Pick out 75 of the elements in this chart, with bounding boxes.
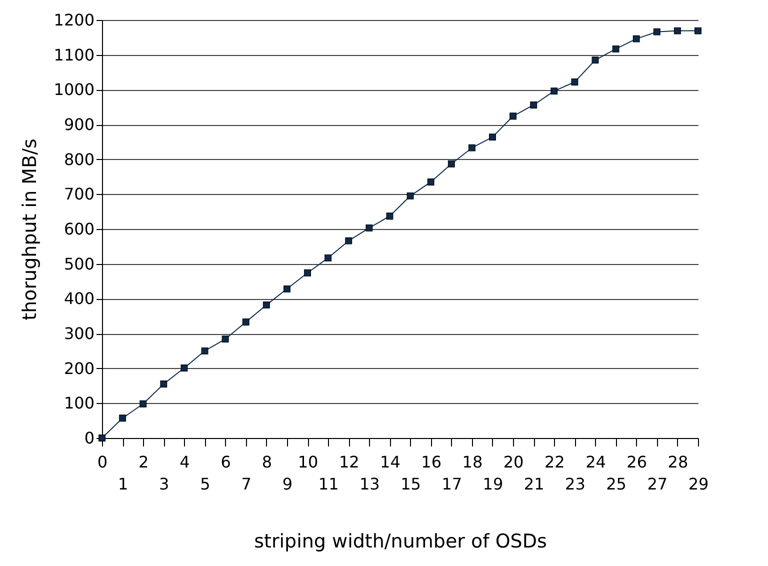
y-tick-label: 1000 (54, 80, 94, 100)
x-tick-label: 16 (421, 452, 442, 472)
point (510, 112, 516, 120)
y-tick-label: 100 (64, 394, 94, 413)
x-tick-label: 21 (524, 474, 544, 494)
x-tick-label: 11 (318, 474, 339, 494)
point (242, 318, 250, 326)
x-tick-label: 3 (159, 474, 170, 494)
x-tick-label: 6 (220, 452, 231, 472)
y-tick-label: 400 (64, 289, 94, 308)
y-tick-label: 0 (84, 428, 94, 448)
point (612, 45, 620, 52)
x-tick-label: 10 (298, 452, 318, 472)
point (386, 212, 394, 220)
x-axis-title: striping width/number of OSDs (254, 530, 547, 552)
point (530, 102, 538, 108)
point (632, 35, 640, 42)
point (406, 192, 414, 200)
point (489, 134, 496, 141)
y-tick-label: 200 (64, 358, 94, 378)
point (284, 285, 290, 292)
point (550, 88, 558, 95)
x-tick-label: 0 (97, 452, 108, 472)
x-tick-label: 4 (180, 452, 190, 472)
y-tick-label: 900 (64, 115, 94, 134)
point (448, 160, 455, 168)
y-tick-label: 600 (64, 220, 94, 238)
point (694, 27, 702, 34)
point (180, 364, 188, 372)
x-tick-label: 20 (503, 452, 524, 472)
x-tick-label: 19 (482, 474, 504, 494)
point (324, 254, 332, 262)
x-tick-label: 8 (262, 452, 272, 472)
x-tick-label: 5 (200, 474, 210, 494)
point (222, 336, 229, 343)
x-tick-label: 22 (544, 452, 565, 472)
x-tick-label: 14 (380, 452, 400, 472)
point (674, 27, 681, 34)
point (201, 347, 208, 354)
point (119, 414, 126, 422)
x-tick-label: 1 (118, 474, 128, 494)
point (140, 400, 147, 408)
x-tick-label: 25 (606, 474, 626, 494)
point (592, 56, 599, 64)
y-tick-label: 700 (64, 184, 94, 204)
x-tick-label: 9 (282, 474, 293, 494)
point (304, 269, 311, 276)
x-tick-label: 29 (688, 474, 709, 494)
x-tick-label: 27 (647, 474, 668, 494)
point (427, 178, 434, 186)
y-tick-label: 500 (64, 254, 94, 274)
point (262, 301, 270, 308)
x-tick-label: 13 (359, 474, 380, 494)
x-tick-label: 7 (241, 474, 252, 494)
x-tick-label: 12 (338, 452, 360, 472)
y-tick-label: 300 (64, 324, 94, 343)
y-tick-label: 800 (64, 150, 94, 169)
point (160, 380, 168, 388)
point (345, 237, 352, 244)
point (468, 144, 476, 152)
y-tick-label: 1200 (54, 10, 94, 30)
x-tick-label: 28 (668, 452, 688, 472)
x-tick-label: 18 (462, 452, 483, 472)
point (98, 434, 106, 442)
point (366, 224, 373, 232)
x-tick-label: 26 (626, 452, 648, 472)
x-tick-label: 24 (586, 452, 606, 472)
point (653, 28, 660, 36)
point (571, 78, 578, 86)
y-tick-label: 1100 (54, 45, 94, 64)
y-axis-title: thorughput in MB/s (18, 138, 41, 320)
x-tick-label: 17 (442, 474, 462, 494)
x-tick-label: 23 (565, 474, 586, 494)
x-tick-label: 2 (138, 452, 149, 472)
x-tick-label: 15 (400, 474, 421, 494)
